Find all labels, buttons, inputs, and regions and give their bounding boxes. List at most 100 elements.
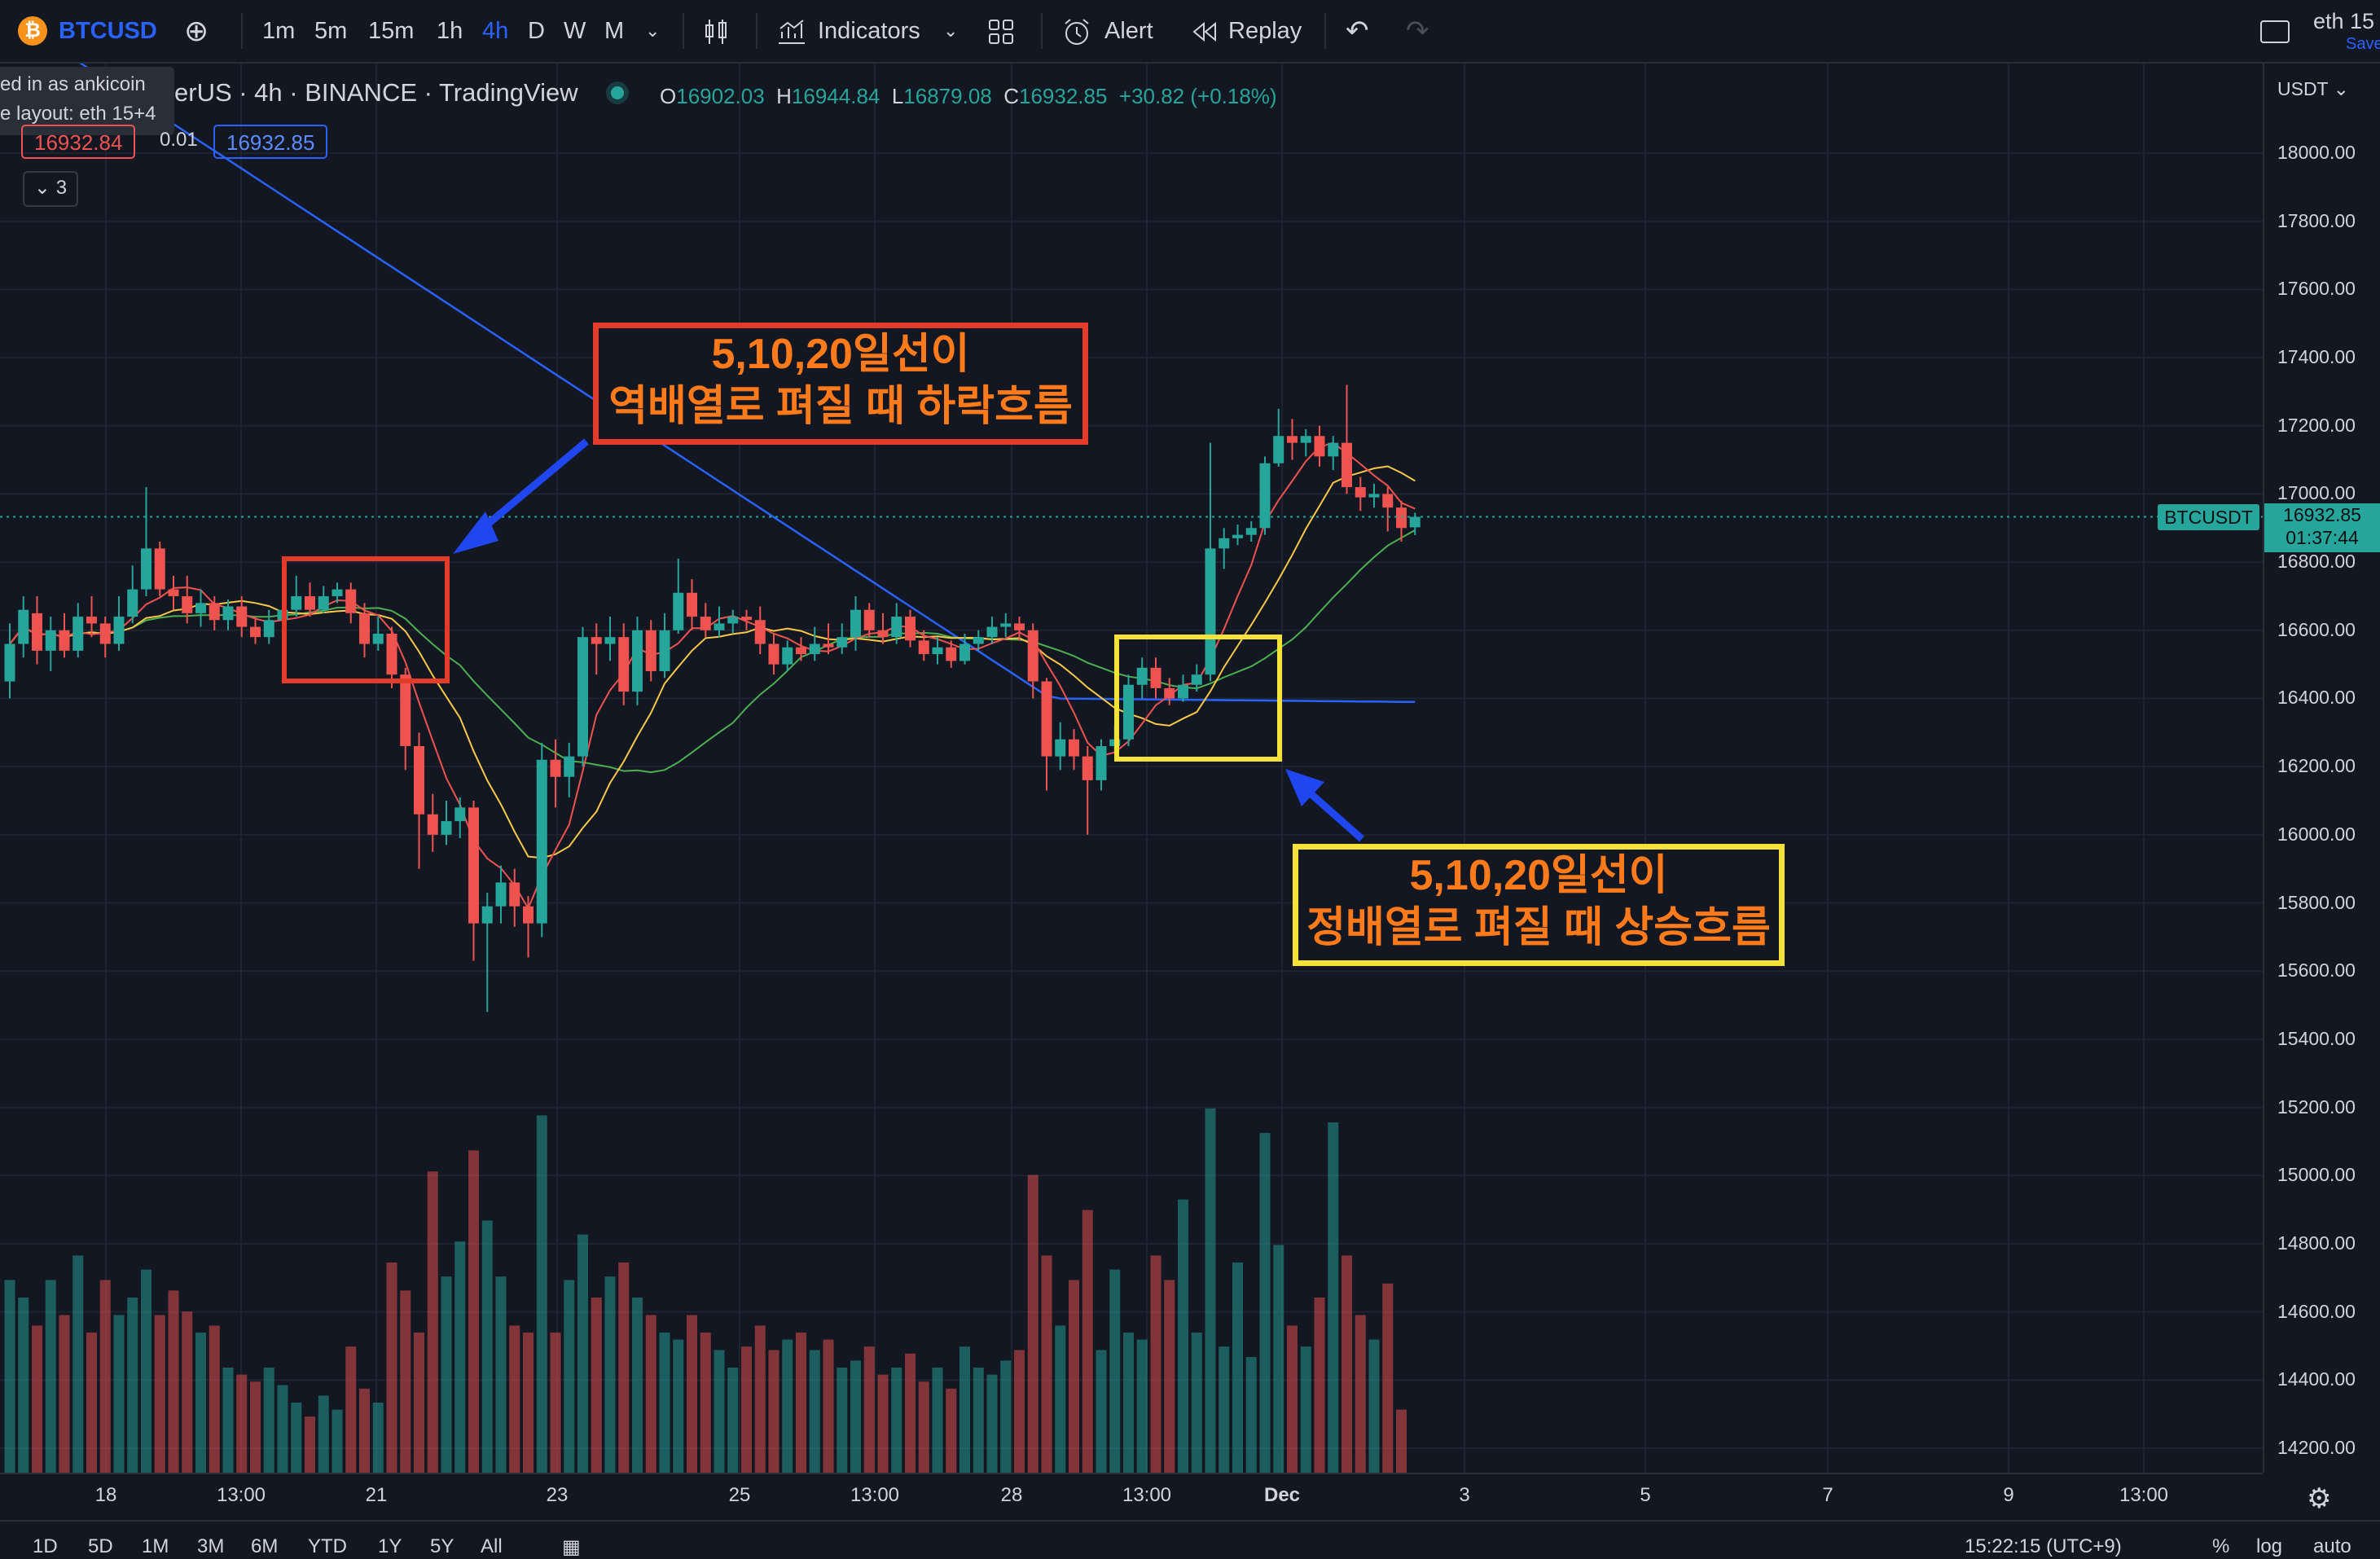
candle-body xyxy=(400,674,411,747)
interval-1m[interactable]: 1m xyxy=(262,18,296,44)
redo-icon[interactable]: ↷ xyxy=(1406,15,1429,46)
annotation-arrow-line xyxy=(473,438,589,538)
buy-price-box[interactable]: 16932.85 xyxy=(213,125,328,159)
candle-body xyxy=(673,592,684,630)
gear-icon[interactable]: ⚙ xyxy=(2307,1483,2332,1514)
divider xyxy=(1324,13,1326,49)
compare-add-icon[interactable]: ⊕ xyxy=(184,14,209,47)
indicators-icon[interactable] xyxy=(777,0,806,62)
candle-body xyxy=(1328,442,1339,457)
range-5d[interactable]: 5D xyxy=(88,1535,113,1557)
layout-grid-icon[interactable] xyxy=(987,0,1015,62)
range-1d[interactable]: 1D xyxy=(33,1535,58,1557)
bullish-annotation: 5,10,20일선이 정배열로 펴질 때 상승흐름 xyxy=(1293,844,1785,966)
fullscreen-square-icon[interactable] xyxy=(2259,0,2290,62)
interval-5m[interactable]: 5m xyxy=(314,18,348,44)
candle-body xyxy=(837,637,848,648)
volume-bar xyxy=(222,1368,234,1473)
chevron-down-icon: ⌄ xyxy=(2333,78,2349,99)
volume-bar xyxy=(632,1298,643,1473)
volume-bar xyxy=(481,1220,493,1473)
price-tick-label: 15000.00 xyxy=(2277,1164,2356,1186)
candle-body xyxy=(1191,674,1202,685)
volume-bar xyxy=(645,1315,656,1473)
interval-15m[interactable]: 15m xyxy=(368,18,415,44)
volume-bar xyxy=(863,1346,875,1473)
volume-bar xyxy=(973,1368,984,1473)
divider xyxy=(1041,13,1043,49)
candle-body xyxy=(86,617,97,624)
candle-body xyxy=(986,626,998,638)
alert-clock-icon[interactable] xyxy=(1062,0,1091,62)
candle-body xyxy=(564,756,575,777)
divider xyxy=(756,13,757,49)
range-6m[interactable]: 6M xyxy=(251,1535,279,1557)
candle-body xyxy=(687,592,697,617)
volume-bar xyxy=(263,1368,274,1473)
candle-body xyxy=(863,609,875,630)
replay-button[interactable]: Replay xyxy=(1228,18,1302,44)
time-tick-label: Dec xyxy=(1263,1484,1301,1506)
price-tick-label: 15600.00 xyxy=(2277,960,2356,982)
alert-button[interactable]: Alert xyxy=(1104,18,1153,44)
sell-price-box[interactable]: 16932.84 xyxy=(21,125,136,159)
replay-rewind-icon[interactable] xyxy=(1191,0,1219,62)
price-chart[interactable] xyxy=(0,64,2263,1473)
volume-bar xyxy=(86,1333,97,1473)
volume-bar xyxy=(18,1298,29,1473)
price-axis[interactable] xyxy=(2263,64,2380,1473)
volume-bar xyxy=(1382,1283,1394,1473)
candle-body xyxy=(591,637,602,644)
range-1y[interactable]: 1Y xyxy=(378,1535,402,1557)
interval-d[interactable]: D xyxy=(528,18,545,44)
bearish-highlight-box xyxy=(282,556,450,683)
chevron-down-icon[interactable]: ⌄ xyxy=(645,20,661,41)
range-all[interactable]: All xyxy=(481,1535,503,1557)
candle-body xyxy=(1096,746,1107,780)
clock-display[interactable]: 15:22:15 (UTC+9) xyxy=(1965,1535,2122,1557)
volume-bar xyxy=(1123,1333,1134,1473)
save-button[interactable]: Save xyxy=(2346,35,2380,53)
candle-body xyxy=(946,647,957,661)
auto-toggle[interactable]: auto xyxy=(2313,1535,2351,1557)
time-axis[interactable] xyxy=(0,1473,2263,1522)
chart-legend-title[interactable]: erUS · 4h · BINANCE · TradingView xyxy=(174,78,578,107)
interval-w[interactable]: W xyxy=(564,18,586,44)
interval-4h[interactable]: 4h xyxy=(482,18,509,44)
candle-body xyxy=(4,643,15,682)
ohlc-values: O16902.03 H16944.84 L16879.08 C16932.85 … xyxy=(660,84,1277,109)
calendar-icon[interactable]: ▦ xyxy=(562,1536,581,1558)
annotation-line: 5,10,20일선이 xyxy=(711,331,970,378)
range-5y[interactable]: 5Y xyxy=(430,1535,454,1557)
range-1m[interactable]: 1M xyxy=(142,1535,169,1557)
log-toggle[interactable]: log xyxy=(2256,1535,2283,1557)
candle-body xyxy=(263,620,274,638)
volume-bar xyxy=(754,1325,766,1473)
login-tooltip: ed in as ankicoin e layout: eth 15+4 xyxy=(0,67,174,135)
undo-icon[interactable]: ↶ xyxy=(1346,15,1369,46)
interval-1h[interactable]: 1h xyxy=(437,18,463,44)
candlestick-style-icon[interactable] xyxy=(704,0,728,62)
chevron-down-icon[interactable]: ⌄ xyxy=(943,20,959,41)
bar-countdown: 01:37:44 xyxy=(2286,527,2359,548)
indicators-collapse-toggle[interactable]: ⌄ 3 xyxy=(23,171,78,207)
low-key: L xyxy=(891,84,904,108)
indicators-button[interactable]: Indicators xyxy=(818,18,920,44)
currency-selector[interactable]: USDT ⌄ xyxy=(2277,78,2349,100)
volume-bar xyxy=(823,1339,834,1473)
candle-body xyxy=(1259,463,1271,529)
symbol-search[interactable]: BTCUSD xyxy=(59,18,157,44)
range-ytd[interactable]: YTD xyxy=(308,1535,347,1557)
volume-bar xyxy=(986,1374,998,1473)
low-value: 16879.08 xyxy=(903,84,992,108)
layout-name[interactable]: eth 15 xyxy=(2313,9,2375,33)
percent-toggle[interactable]: % xyxy=(2212,1535,2230,1557)
candle-body xyxy=(932,647,943,655)
candle-body xyxy=(523,906,534,924)
candle-body xyxy=(481,906,493,924)
range-3m[interactable]: 3M xyxy=(197,1535,225,1557)
time-tick-label: 23 xyxy=(546,1484,569,1506)
interval-m[interactable]: M xyxy=(604,18,625,44)
bottom-toolbar xyxy=(0,1520,2380,1551)
volume-bar xyxy=(113,1315,125,1473)
